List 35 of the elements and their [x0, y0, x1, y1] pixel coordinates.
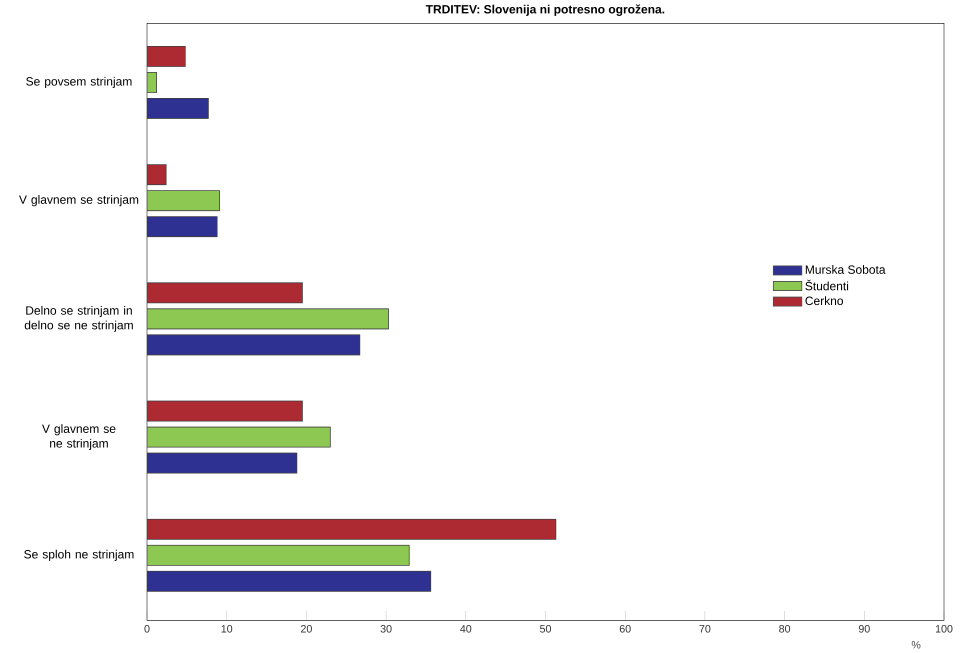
legend-label: Murska Sobota: [806, 265, 886, 274]
bar: [147, 518, 556, 540]
bar: [147, 426, 331, 448]
x-tick-label: 0: [144, 625, 150, 633]
x-tick-label: 30: [380, 625, 392, 633]
bar: [147, 308, 389, 330]
bar: [147, 190, 220, 212]
x-tick-label: 40: [460, 625, 472, 633]
bar: [147, 452, 298, 474]
x-tick-label: 20: [301, 625, 312, 633]
bar: [147, 400, 303, 422]
bar: [147, 544, 410, 566]
bar: [147, 570, 432, 592]
legend-label: Cerkno: [805, 296, 844, 306]
y-tick-label: Se sploh ne strinjam: [24, 550, 134, 561]
bar: [147, 164, 167, 186]
x-tick-label: 70: [700, 625, 710, 633]
y-tick-label: Se povsem strinjam: [26, 76, 132, 88]
x-tick-label: 10: [222, 625, 232, 633]
bar: [147, 98, 209, 119]
y-tick-label: V glavnem se strinjam: [19, 195, 138, 206]
x-tick-label: 60: [620, 625, 631, 633]
bar: [147, 282, 303, 304]
bar: [147, 46, 186, 67]
x-tick-label: 80: [779, 625, 790, 633]
chart-title: TRDITEV: Slovenija ni potresno ogrožena.: [426, 4, 664, 16]
x-tick-label: 50: [540, 625, 552, 633]
legend-label: Študenti: [805, 280, 848, 290]
y-tick-label: V glavnem se ne strinjam: [42, 424, 116, 450]
x-axis-title: %: [912, 641, 920, 649]
x-tick-label: 100: [936, 625, 952, 633]
bar: [147, 216, 218, 238]
bar: [147, 334, 360, 356]
x-tick-label: 90: [858, 625, 870, 633]
y-tick-label: Delno se strinjam in delno se ne strinjam: [24, 306, 133, 332]
